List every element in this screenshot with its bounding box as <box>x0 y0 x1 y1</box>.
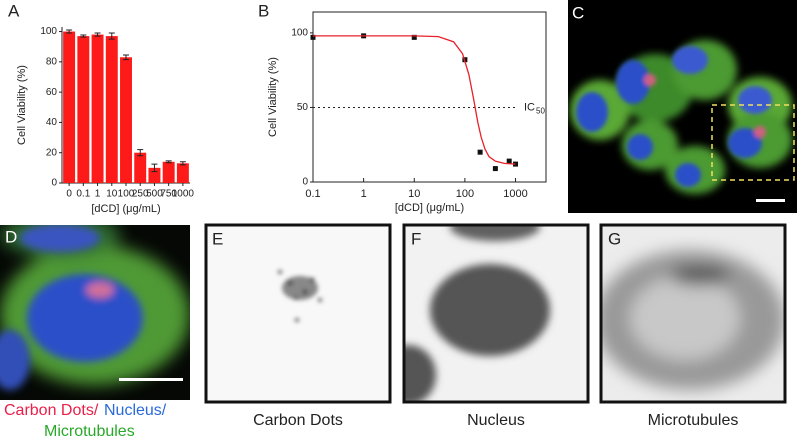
x-tick-label: 250 <box>132 189 149 200</box>
frame-g <box>599 223 787 404</box>
micrograph-g <box>601 225 785 402</box>
micrograph-f <box>404 225 588 402</box>
panel-label: F <box>411 229 421 248</box>
error-bar <box>165 160 172 164</box>
data-point <box>310 34 316 40</box>
y-axis-label: Cell Viability (%) <box>267 57 279 137</box>
y-tick-label: 0 <box>51 178 57 189</box>
error-bar <box>137 149 144 157</box>
y-tick-label: 20 <box>46 147 58 158</box>
bar <box>176 163 189 183</box>
annotation: IC <box>524 101 535 113</box>
data-point <box>477 149 483 155</box>
micrograph-d <box>0 225 190 400</box>
bar <box>134 152 147 183</box>
x-tick-label: 10 <box>408 188 420 200</box>
y-tick-label: 60 <box>46 87 58 98</box>
y-tick-label: 0 <box>302 177 308 188</box>
error-bar <box>94 32 101 37</box>
data-point <box>492 166 498 172</box>
legend-carbon: Carbon Dots/ <box>4 402 99 419</box>
bar <box>162 161 175 183</box>
bar <box>77 36 90 184</box>
panel-label: E <box>212 229 223 248</box>
bar <box>63 31 76 184</box>
annotation-sub: 50 <box>536 107 545 116</box>
x-tick-label: 1 <box>361 188 367 200</box>
y-tick-label: 100 <box>291 28 308 39</box>
y-tick-label: 40 <box>46 117 58 128</box>
panel-label: A <box>8 1 20 20</box>
bar <box>105 36 118 184</box>
error-bar <box>123 54 129 61</box>
data-point <box>506 158 512 164</box>
x-tick-label: 1000 <box>172 189 195 200</box>
plot-frame <box>312 11 547 183</box>
frame-e <box>204 223 392 404</box>
caption: Microtubules <box>648 412 739 429</box>
panel-label: D <box>5 227 17 246</box>
bar <box>120 57 132 184</box>
x-tick-label: 100 <box>118 189 135 200</box>
x-tick-label: 500 <box>146 189 163 200</box>
x-tick-label: 0 <box>66 189 72 200</box>
x-tick-label: 1000 <box>503 188 527 200</box>
x-tick-label: 1 <box>95 189 101 200</box>
x-tick-label: 100 <box>456 188 474 200</box>
error-bar <box>151 163 158 173</box>
micrograph-c <box>568 0 797 213</box>
frame-f <box>402 223 590 404</box>
x-axis-label: [dCD] (μg/mL) <box>395 202 464 214</box>
panel-label: C <box>572 3 584 22</box>
error-bar <box>66 29 73 34</box>
x-tick-label: 10 <box>106 189 118 200</box>
error-bar <box>108 32 115 40</box>
micrograph-e <box>206 225 390 402</box>
x-tick-label: 750 <box>160 189 177 200</box>
y-axis-label: Cell Viability (%) <box>16 65 28 145</box>
error-bar <box>80 34 87 38</box>
x-tick-label: 0.1 <box>76 189 90 200</box>
bar <box>91 34 104 183</box>
x-tick-label: 0.1 <box>305 188 320 200</box>
caption: Nucleus <box>467 412 525 429</box>
legend-microtubules: Microtubules <box>44 423 135 440</box>
y-tick-label: 50 <box>297 102 309 113</box>
caption: Carbon Dots <box>253 412 343 429</box>
x-axis-label: [dCD] (μg/mL) <box>91 203 160 215</box>
fit-line <box>313 35 516 165</box>
data-point <box>411 34 417 40</box>
panel-label: G <box>608 229 621 248</box>
y-tick-label: 80 <box>46 56 58 67</box>
bar <box>148 167 161 183</box>
error-bar <box>179 161 186 166</box>
panel-label: B <box>258 1 269 20</box>
y-tick-label: 100 <box>40 26 57 37</box>
legend-nucleus: Nucleus/ <box>104 402 167 419</box>
